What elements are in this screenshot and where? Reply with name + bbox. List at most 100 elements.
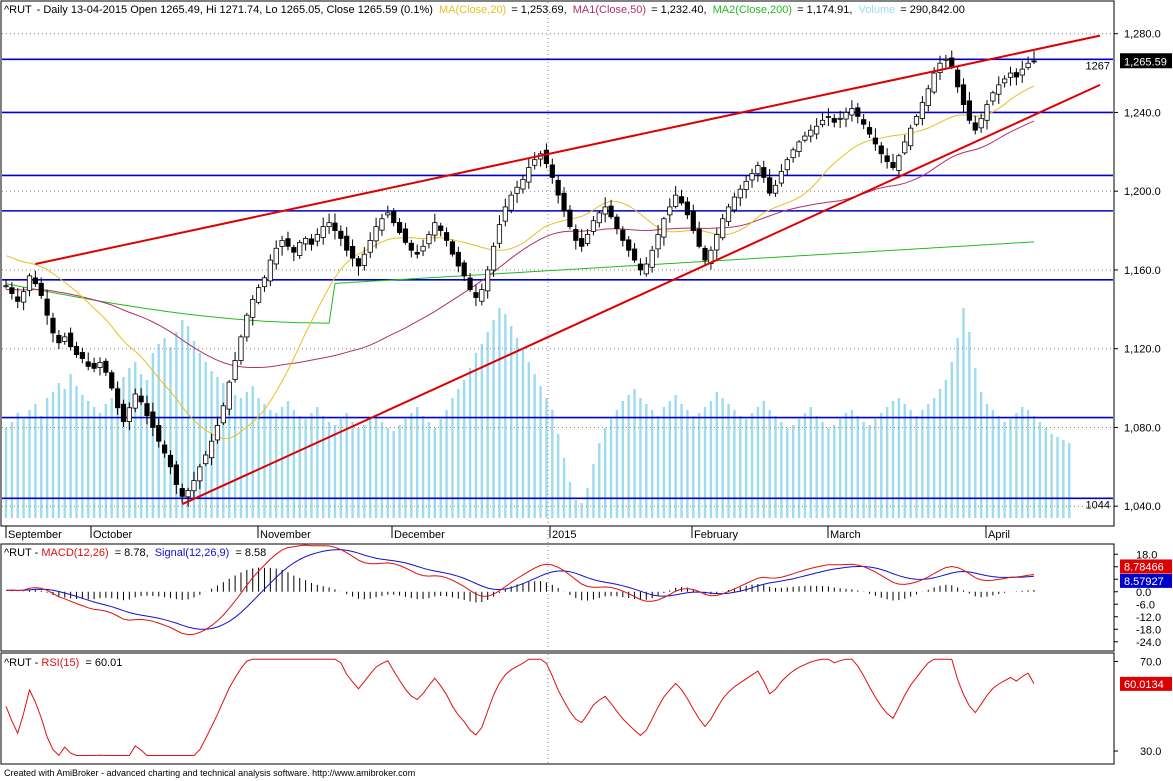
candle-body (567, 209, 573, 228)
candle-body (273, 247, 279, 265)
candle-body (473, 292, 479, 298)
candle-body (21, 291, 27, 303)
volume-bar (721, 398, 724, 518)
candle-body (379, 218, 385, 231)
candle-body (761, 167, 767, 178)
candle-body (720, 218, 726, 239)
candle-body (649, 249, 655, 268)
rsi-header: ^RUT - RSI(15) = 60.01 (4, 657, 122, 669)
volume-bar (28, 410, 31, 518)
volume-bar (81, 395, 84, 518)
signal-value: = 8.58 (235, 547, 266, 559)
volume-bar (803, 413, 807, 518)
candle-body (302, 238, 309, 245)
macd-y-tick-label: -12.0 (1136, 612, 1161, 624)
candle-body (561, 192, 567, 212)
volume-bar (298, 416, 301, 518)
volume-bar (921, 410, 924, 518)
volume-bar (480, 344, 484, 518)
candle-body (449, 241, 456, 255)
volume-bar (815, 416, 818, 518)
volume-bar (568, 482, 572, 518)
candle-body (614, 216, 620, 229)
date-axis: September October November December 2015 Febr… (5, 526, 1010, 541)
footer-credit: Created with AmiBroker - advanced charti… (4, 768, 416, 778)
candle-body (26, 275, 33, 291)
candle-body (467, 277, 473, 291)
trendline[interactable] (181, 83, 1101, 506)
candle-body (62, 336, 68, 342)
candle-body (749, 173, 755, 181)
volume-bar (263, 404, 266, 518)
volume-bar (322, 416, 325, 518)
candle-body (238, 336, 244, 361)
candle-body (949, 57, 955, 68)
macd-value: = 8.78, (115, 547, 149, 559)
candle-body (890, 162, 896, 168)
macd-line (5, 544, 1035, 636)
volume-bar (233, 395, 237, 518)
trendline[interactable] (35, 34, 1101, 266)
volume-bar (703, 407, 707, 518)
volume-bar (627, 395, 630, 518)
candle-body (637, 263, 644, 271)
volume-bar (997, 416, 1000, 518)
volume-bar (674, 395, 677, 518)
candle-body (884, 155, 890, 163)
volume-bar (903, 404, 906, 518)
volume-bar (339, 419, 343, 518)
volume-bar (392, 431, 395, 518)
volume-bar (868, 425, 871, 518)
volume-bar (774, 416, 777, 518)
candle-body (714, 234, 720, 251)
volume-bar (374, 416, 378, 518)
candle-body (232, 360, 238, 380)
candle-body (338, 230, 344, 239)
candle-body (191, 480, 197, 492)
volume-bar (310, 413, 313, 518)
candle-body (643, 263, 649, 275)
volume-bar (468, 368, 472, 518)
candle-body (678, 196, 685, 204)
candle-body (179, 488, 185, 497)
macd-y-tick-label: -18.0 (1136, 624, 1161, 636)
ma20-value: = 1,253.69, (511, 4, 566, 16)
candle-body (725, 206, 732, 222)
volume-bar (809, 407, 812, 518)
candle-body (367, 240, 373, 253)
candle-body (808, 129, 814, 137)
volume-bar (1032, 416, 1036, 518)
candle-body (931, 72, 937, 93)
volume-bar (386, 428, 390, 518)
symbol: ^RUT (4, 4, 32, 16)
x-tick-label: 2015 (552, 529, 576, 541)
volume-bar (198, 353, 202, 518)
volume-bar (57, 383, 61, 518)
volume-bar (492, 320, 495, 518)
volume-bar (692, 416, 695, 518)
candle-body (866, 127, 873, 135)
volume-bar (639, 398, 642, 518)
y-tick-label: 1,240.0 (1124, 107, 1161, 119)
candle-body (737, 188, 743, 199)
volume-bar (680, 404, 683, 518)
trendlines (35, 34, 1101, 506)
volume-bar (756, 407, 760, 518)
volume-bar (521, 350, 525, 518)
price-header: ^RUT - Daily 13-04-2015 Open 1265.49, Hi… (4, 4, 965, 16)
volume-bar (257, 398, 260, 518)
candle-body (38, 282, 44, 296)
signal-value-box (1120, 573, 1172, 588)
candle-body (267, 259, 273, 282)
volume-bar (445, 410, 448, 518)
volume-bar (439, 419, 442, 518)
volume-bar (733, 410, 736, 518)
candle-body (549, 164, 555, 178)
candle-body (913, 115, 920, 125)
volume-bar (404, 419, 407, 518)
volume-bar (128, 368, 131, 518)
volume-bar (457, 389, 460, 518)
candle-body (514, 186, 520, 194)
volume-label: Volume (859, 4, 896, 16)
